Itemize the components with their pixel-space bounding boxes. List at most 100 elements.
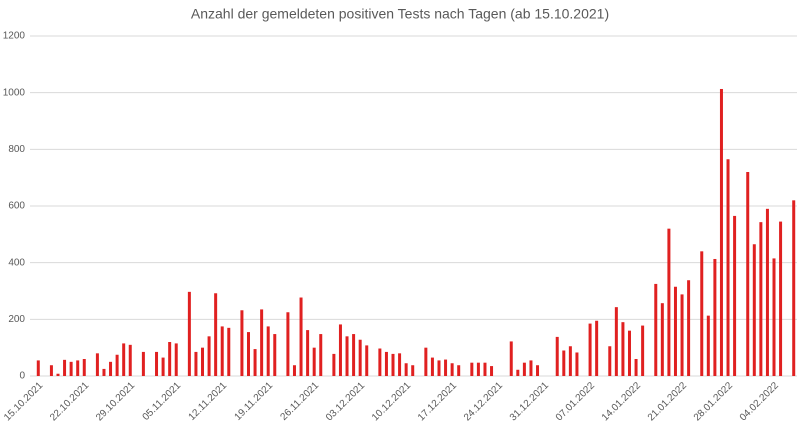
bar — [627, 330, 631, 376]
x-tick-label: 28.01.2022 — [692, 380, 735, 423]
bar — [772, 258, 776, 376]
bar — [411, 365, 415, 376]
bar — [562, 350, 566, 376]
x-tick-label: 24.12.2021 — [462, 380, 505, 423]
bar — [338, 324, 342, 376]
bar — [161, 357, 165, 376]
bar — [680, 294, 684, 376]
bar — [398, 353, 402, 376]
bar — [792, 200, 796, 376]
bar — [266, 326, 270, 376]
x-tick-label: 26.11.2021 — [279, 380, 322, 423]
x-tick-label: 03.12.2021 — [324, 380, 367, 423]
bar — [240, 310, 244, 376]
bar — [115, 354, 119, 376]
bar — [220, 326, 224, 376]
bar — [36, 360, 40, 376]
bar — [306, 330, 310, 376]
bar — [358, 339, 362, 376]
x-tick-label: 05.11.2021 — [141, 380, 184, 423]
bar — [634, 359, 638, 376]
bar — [312, 347, 316, 376]
bar — [49, 365, 53, 376]
x-tick-label: 19.11.2021 — [233, 380, 276, 423]
bar — [109, 361, 113, 376]
bar — [391, 353, 395, 376]
bar — [194, 351, 198, 376]
x-tick-label: 12.11.2021 — [187, 380, 230, 423]
bar — [706, 315, 710, 376]
bar — [260, 309, 264, 376]
bar — [332, 353, 336, 376]
bar — [82, 359, 86, 376]
bar — [687, 280, 691, 376]
bar — [476, 362, 480, 376]
bar — [155, 351, 159, 376]
bar — [490, 366, 494, 376]
bar — [522, 362, 526, 376]
bar — [63, 359, 67, 376]
bar — [378, 348, 382, 376]
x-tick-label: 17.12.2021 — [416, 380, 459, 423]
y-tick-label: 1000 — [3, 87, 26, 98]
y-tick-label: 400 — [8, 257, 25, 268]
bar — [595, 320, 599, 376]
bar — [457, 365, 461, 376]
bar — [128, 344, 132, 376]
y-tick-label: 800 — [8, 144, 25, 155]
y-tick-label: 0 — [19, 371, 25, 382]
bar — [621, 322, 625, 376]
bar — [713, 258, 717, 376]
bar — [246, 332, 250, 376]
bar — [437, 360, 441, 376]
bar — [575, 352, 579, 376]
bar — [450, 363, 454, 376]
bar — [141, 351, 145, 376]
bar — [765, 208, 769, 376]
bar — [56, 373, 60, 376]
bar — [424, 347, 428, 376]
x-tick-label: 04.02.2022 — [738, 380, 781, 423]
y-tick-label: 1200 — [3, 31, 26, 42]
bar — [509, 341, 513, 376]
bar — [470, 362, 474, 376]
bar — [102, 368, 106, 376]
x-tick-label: 22.10.2021 — [48, 380, 91, 423]
x-tick-label: 15.10.2021 — [2, 380, 45, 423]
bar — [207, 336, 211, 376]
bar — [122, 343, 126, 376]
bar — [253, 349, 257, 376]
bar — [614, 307, 618, 376]
bar — [536, 365, 540, 376]
bar — [174, 343, 178, 376]
bar — [214, 293, 218, 376]
bar — [384, 351, 388, 376]
bar — [319, 334, 323, 376]
bar — [292, 365, 296, 376]
bar — [345, 336, 349, 376]
bar — [733, 215, 737, 376]
x-tick-label: 21.01.2022 — [646, 380, 689, 423]
y-tick-label: 600 — [8, 201, 25, 212]
bar — [516, 369, 520, 376]
x-tick-label: 07.01.2022 — [554, 380, 597, 423]
bar — [759, 222, 763, 376]
bar — [404, 363, 408, 376]
bar — [299, 297, 303, 376]
bar — [201, 347, 205, 376]
x-tick-label: 14.01.2022 — [600, 380, 643, 423]
bar — [168, 342, 172, 376]
bar — [430, 357, 434, 376]
chart-title: Anzahl der gemeldeten positiven Tests na… — [191, 6, 609, 22]
bar — [746, 172, 750, 376]
bar — [227, 327, 231, 376]
bar — [700, 251, 704, 376]
bar — [187, 291, 191, 376]
x-tick-label: 31.12.2021 — [508, 380, 551, 423]
bar — [568, 346, 572, 376]
bar — [752, 244, 756, 376]
bar — [444, 359, 448, 376]
bar — [76, 360, 80, 376]
x-tick-label: 10.12.2021 — [370, 380, 413, 423]
